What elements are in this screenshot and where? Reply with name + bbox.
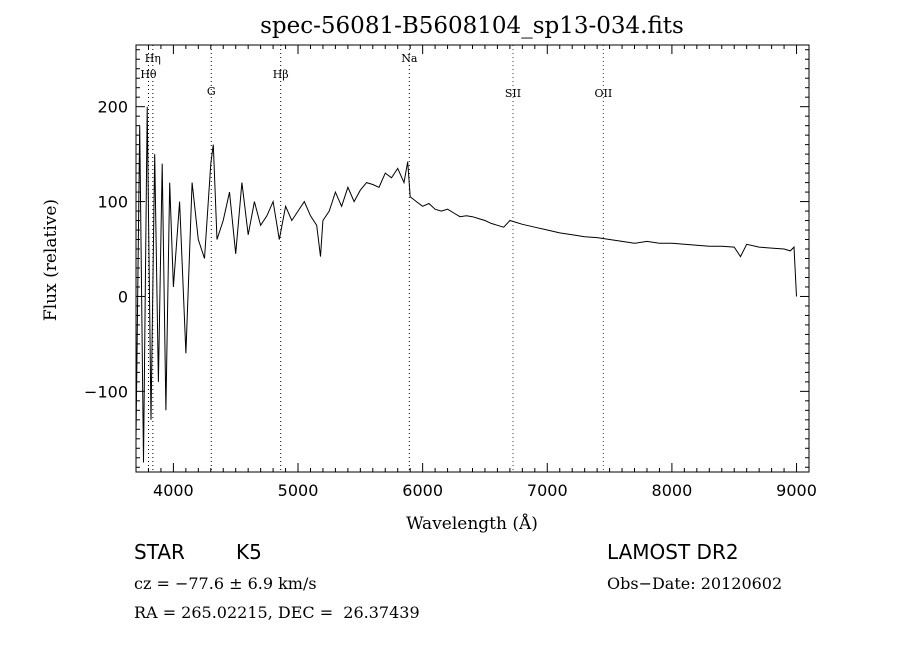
- axis-ticks: 4000 5000 6000 7000 8000 9000 −100 0 100 200: [84, 45, 817, 500]
- x-tick-label: 7000: [527, 481, 568, 500]
- x-tick-label: 4000: [153, 481, 194, 500]
- y-tick-label: 200: [97, 98, 128, 117]
- marker-label: SII: [505, 87, 521, 100]
- x-tick-label: 9000: [776, 481, 817, 500]
- redshift-info: cz = −77.6 ± 6.9 km/s: [134, 574, 317, 593]
- x-tick-label: 6000: [402, 481, 443, 500]
- y-axis-label: Flux (relative): [41, 199, 61, 321]
- marker-label: OII: [595, 87, 613, 100]
- series-layer: [135, 106, 797, 463]
- marker-label: Na: [401, 52, 418, 65]
- plot-frame: [135, 44, 810, 473]
- x-tick-label: 8000: [652, 481, 693, 500]
- marker-label: Hβ: [273, 68, 289, 81]
- y-tick-label: 100: [97, 193, 128, 212]
- spectral-line-markers: Hη Hθ G Hβ Na SII OII: [140, 45, 612, 472]
- marker-label: G: [207, 85, 216, 98]
- x-tick-label: 5000: [278, 481, 319, 500]
- observation-date: Obs−Date: 20120602: [607, 574, 783, 593]
- marker-label: Hθ: [140, 68, 157, 81]
- y-tick-label: −100: [84, 382, 128, 401]
- survey-name: LAMOST DR2: [607, 540, 739, 564]
- object-subclass: K5: [236, 540, 262, 564]
- x-axis-label: Wavelength (Å): [406, 513, 538, 534]
- spectrum-line: [135, 106, 797, 463]
- chart-title: spec-56081-B5608104_sp13-034.fits: [260, 13, 684, 39]
- y-tick-label: 0: [118, 287, 128, 306]
- marker-label: Hη: [145, 52, 161, 65]
- coordinates-info: RA = 265.02215, DEC = 26.37439: [134, 603, 420, 622]
- object-class: STAR: [134, 540, 185, 564]
